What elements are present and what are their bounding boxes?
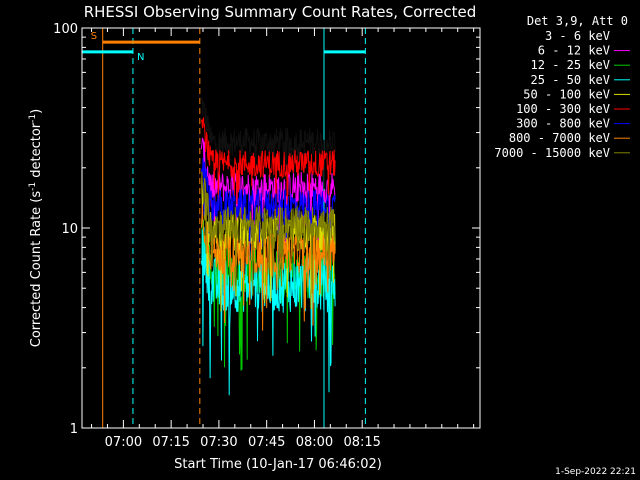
x-tick-label-5: 08:15 bbox=[343, 435, 380, 450]
plot-area: SN bbox=[82, 28, 366, 428]
legend-label-5: 100 - 300 keV bbox=[516, 102, 610, 116]
legend-label-0: 3 - 6 keV bbox=[545, 29, 610, 43]
x-tick-label-1: 07:15 bbox=[152, 435, 189, 450]
legend-header: Det 3,9, Att 0 bbox=[527, 14, 628, 28]
y-tick-label-2: 100 bbox=[53, 22, 78, 37]
legend-label-8: 7000 - 15000 keV bbox=[494, 146, 610, 160]
legend-label-3: 25 - 50 keV bbox=[531, 73, 610, 87]
legend-label-7: 800 - 7000 keV bbox=[509, 131, 610, 145]
series-trace-8 bbox=[200, 171, 336, 296]
series-trace-5 bbox=[200, 117, 336, 215]
y-tick-label-1: 10 bbox=[61, 222, 78, 237]
series-trace-1 bbox=[200, 137, 336, 250]
x-tick-label-0: 07:00 bbox=[105, 435, 142, 450]
annotation-label-S: S bbox=[91, 31, 97, 42]
axes: 07:00 07:15 07:30 07:45 08:00 08:15 1 10 100 bbox=[53, 22, 481, 450]
legend-label-1: 6 - 12 keV bbox=[538, 44, 610, 58]
legend-label-6: 300 - 800 keV bbox=[516, 117, 610, 131]
y-tick-label-0: 1 bbox=[70, 422, 78, 437]
legend-label-2: 12 - 25 keV bbox=[531, 58, 610, 72]
legend-label-4: 50 - 100 keV bbox=[523, 87, 610, 101]
footer-timestamp: 1-Sep-2022 22:21 bbox=[555, 467, 636, 477]
chart-title: RHESSI Observing Summary Count Rates, Co… bbox=[84, 3, 477, 21]
x-tick-label-3: 07:45 bbox=[248, 435, 285, 450]
y-axis-label: Corrected Count Rate (s-1 detector-1) bbox=[28, 109, 44, 347]
x-tick-label-2: 07:30 bbox=[200, 435, 237, 450]
x-axis-label: Start Time (10-Jan-17 06:46:02) bbox=[174, 457, 382, 472]
series-trace-7 bbox=[200, 204, 336, 331]
x-tick-label-4: 08:00 bbox=[296, 435, 333, 450]
series-trace-0 bbox=[200, 96, 336, 198]
annotation-label-N: N bbox=[137, 52, 144, 63]
